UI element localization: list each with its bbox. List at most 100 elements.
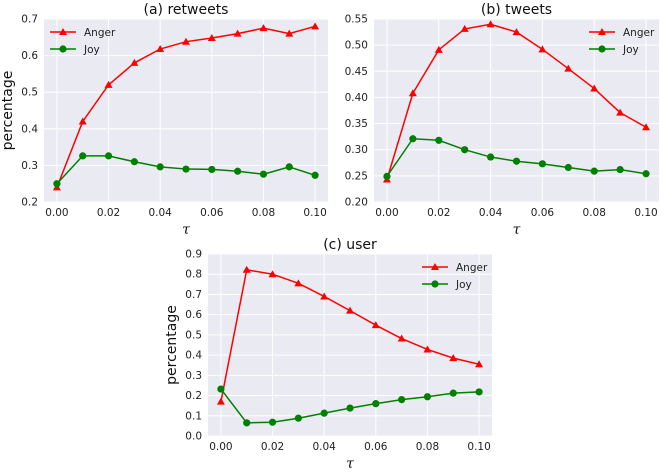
data-point-anger	[233, 29, 242, 37]
y-tick-label: 0.2	[185, 390, 202, 402]
y-tick-label: 0.3	[185, 370, 202, 382]
y-tick-label: 0.55	[345, 14, 368, 26]
legend: Anger Joy	[50, 27, 116, 56]
legend-label-anger: Anger	[456, 262, 488, 274]
x-tick-label: 0.08	[252, 207, 275, 219]
x-tick-label: 0.04	[479, 207, 503, 219]
data-point-joy	[590, 167, 598, 175]
data-point-anger	[311, 22, 320, 30]
data-point-joy	[53, 180, 61, 188]
chart-title: (b) tweets	[481, 2, 552, 18]
y-tick-label: 0.45	[345, 66, 368, 78]
data-point-anger	[564, 64, 573, 72]
legend-label-joy: Joy	[83, 44, 100, 56]
data-point-joy	[156, 163, 164, 171]
data-point-joy	[398, 396, 406, 404]
data-point-joy	[512, 157, 521, 165]
x-tick-label: 0.08	[583, 207, 606, 219]
legend-marker-anger	[598, 28, 606, 35]
data-point-anger	[320, 292, 329, 300]
data-point-anger	[294, 279, 303, 287]
x-tick-label: 0.10	[467, 441, 490, 453]
legend-label-joy: Joy	[455, 279, 472, 291]
y-tick-label: 0.25	[345, 170, 368, 182]
chart-panel-retweets: 0.2 0.3 0.4 0.5 0.6 0.7 0.00 0.02 0.04 0.06 0.08 0.…	[0, 2, 328, 238]
data-point-joy	[130, 158, 138, 166]
y-tick-label: 0.2	[21, 197, 38, 209]
data-point-anger	[259, 24, 268, 32]
data-point-joy	[104, 152, 113, 160]
data-point-joy	[564, 163, 572, 172]
legend: Anger Joy	[589, 27, 655, 56]
data-point-joy	[538, 160, 547, 168]
y-tick-label: 0.40	[345, 92, 368, 104]
y-tick-label: 0.8	[185, 269, 202, 281]
data-point-anger	[423, 345, 432, 353]
data-point-anger	[242, 265, 251, 273]
y-tick-label: 0.4	[21, 123, 38, 135]
data-point-joy	[616, 165, 624, 174]
data-point-anger	[475, 360, 484, 368]
y-tick-label: 0.9	[185, 249, 202, 261]
y-tick-label: 0.3	[21, 160, 38, 172]
x-tick-label: 0.04	[312, 441, 336, 453]
data-point-anger	[156, 45, 165, 53]
data-point-joy	[449, 389, 457, 397]
data-point-joy	[409, 135, 417, 143]
data-point-anger	[616, 108, 625, 116]
x-tick-label: 0.06	[200, 207, 224, 219]
x-tick-label: 0.02	[97, 207, 120, 219]
data-point-anger	[590, 84, 599, 92]
y-tick-label: 0.7	[185, 289, 202, 301]
data-point-anger	[78, 117, 87, 125]
data-point-anger	[408, 89, 417, 97]
data-point-joy	[642, 170, 650, 178]
data-point-joy	[475, 388, 483, 396]
data-point-joy	[486, 153, 495, 161]
x-tick-label: 0.06	[531, 207, 555, 219]
data-point-anger	[449, 354, 458, 362]
data-point-anger	[642, 123, 651, 131]
plot-background	[374, 19, 659, 202]
data-point-anger	[216, 397, 225, 405]
x-tick-label: 0.00	[209, 441, 232, 453]
data-point-anger	[538, 45, 547, 53]
y-tick-label: 0.30	[345, 144, 368, 156]
data-point-anger	[346, 306, 354, 314]
x-tick-label: 0.10	[634, 207, 657, 219]
legend-label-anger: Anger	[84, 27, 116, 39]
legend-marker-joy	[598, 45, 606, 53]
legend-marker-joy	[59, 45, 67, 53]
x-tick-label: 0.08	[416, 441, 439, 453]
y-tick-label: 0.4	[185, 350, 202, 362]
data-point-anger	[285, 29, 294, 37]
y-tick-label: 0.35	[345, 118, 368, 130]
y-tick-label: 0.6	[185, 309, 202, 321]
y-tick-label: 0.0	[185, 431, 202, 443]
data-point-joy	[285, 163, 293, 171]
legend-marker-anger	[59, 28, 67, 35]
data-point-anger	[207, 34, 216, 42]
data-point-anger	[434, 45, 443, 53]
data-point-joy	[259, 170, 268, 178]
y-tick-label: 0.50	[345, 40, 368, 52]
data-point-anger	[460, 24, 469, 32]
data-point-joy	[383, 172, 391, 180]
y-tick-label: 0.1	[185, 410, 202, 422]
data-point-joy	[294, 414, 302, 422]
data-point-anger	[130, 58, 139, 66]
data-point-joy	[435, 136, 443, 144]
data-point-joy	[208, 165, 216, 174]
y-axis-label: percentage	[164, 305, 180, 385]
x-tick-label: 0.02	[261, 441, 284, 453]
legend: Anger Joy	[422, 262, 488, 291]
y-axis-label: percentage	[0, 71, 16, 151]
data-point-joy	[346, 404, 354, 412]
data-point-joy	[217, 385, 225, 393]
y-tick-label: 0.20	[345, 197, 368, 209]
chart-panel-tweets: 0.20 0.25 0.30 0.35 0.40 0.45 0.50 0.55 0.00 0.02…	[345, 2, 659, 238]
x-tick-label: 0.00	[45, 207, 68, 219]
data-point-anger	[512, 28, 521, 36]
legend-marker-anger	[431, 263, 439, 270]
